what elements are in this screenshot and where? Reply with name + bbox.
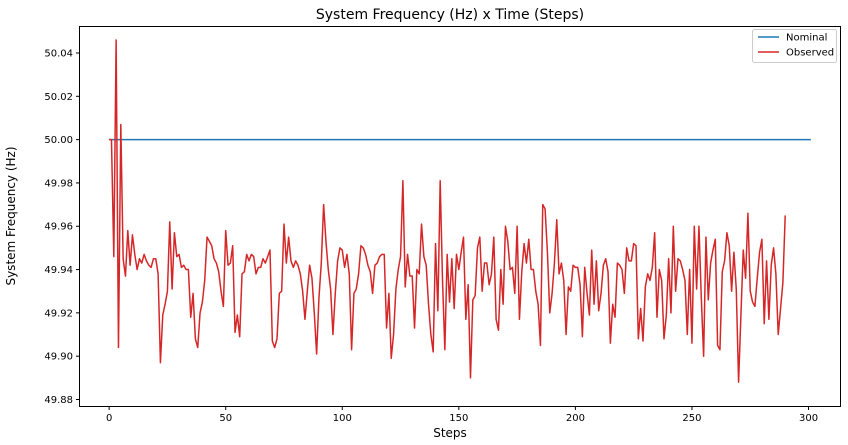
legend: Nominal Observed: [752, 29, 837, 63]
y-tick-label: 50.04: [44, 48, 73, 59]
y-tick-label: 49.96: [44, 222, 73, 233]
y-tick-label: 49.94: [44, 265, 73, 276]
x-tick-label: 200: [566, 413, 585, 424]
x-tick-label: 250: [682, 413, 701, 424]
y-tick-label: 49.90: [44, 352, 73, 363]
x-tick-label: 150: [449, 413, 468, 424]
x-tick-label: 300: [799, 413, 818, 424]
y-tick-label: 50.02: [44, 92, 73, 103]
legend-label-nominal: Nominal: [786, 33, 827, 44]
chart-title: System Frequency (Hz) x Time (Steps): [316, 7, 584, 23]
y-tick-label: 50.00: [44, 135, 73, 146]
series-line-observed: [109, 39, 786, 383]
plot-area: [109, 39, 811, 383]
x-tick-label: 50: [219, 413, 232, 424]
x-axis-label: Steps: [433, 426, 467, 440]
y-axis-label: System Frequency (Hz): [4, 146, 18, 285]
y-axis-ticks: 49.88 49.90 49.92 49.94 49.96 49.98 50.00 50.02…: [44, 48, 80, 406]
x-tick-label: 100: [333, 413, 352, 424]
plot-frame: [79, 26, 841, 407]
y-tick-label: 49.98: [44, 178, 73, 189]
y-tick-label: 49.88: [44, 395, 73, 406]
legend-label-observed: Observed: [786, 48, 834, 59]
x-tick-label: 0: [106, 413, 112, 424]
x-axis-ticks: 0 50 100 150 200 250 300: [106, 406, 818, 424]
y-tick-label: 49.92: [44, 308, 73, 319]
